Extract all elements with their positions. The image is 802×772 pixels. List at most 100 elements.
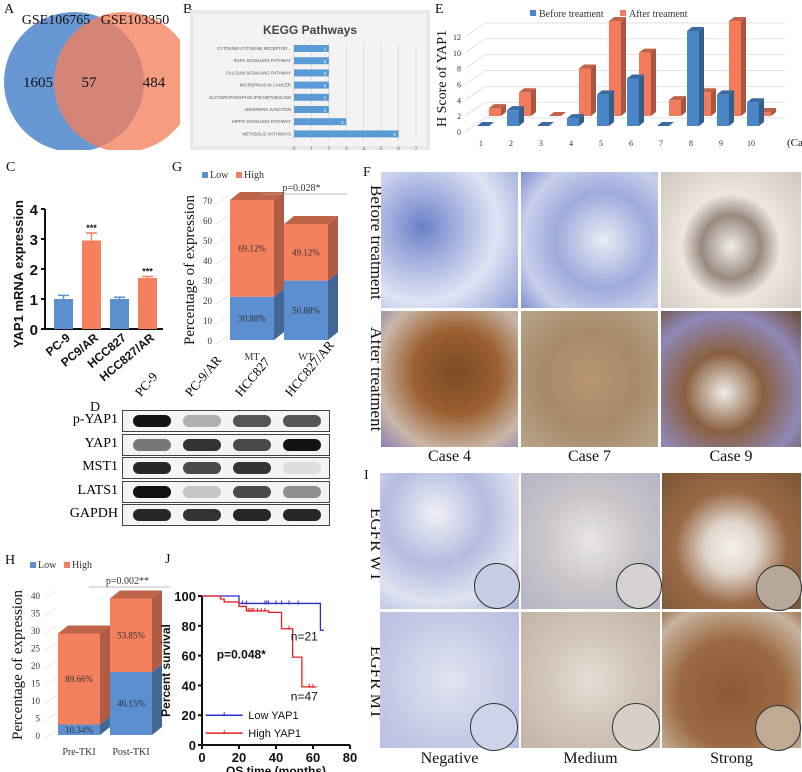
svg-text:CALCIUM SIGNALING PATHWAY: CALCIUM SIGNALING PATHWAY xyxy=(226,70,291,75)
svg-text:(Case): (Case) xyxy=(787,137,802,149)
svg-text:0: 0 xyxy=(293,147,296,150)
svg-text:20: 20 xyxy=(31,661,41,671)
svg-text:10: 10 xyxy=(31,696,41,706)
svg-text:46.15%: 46.15% xyxy=(117,699,145,709)
svg-text:80: 80 xyxy=(182,619,196,634)
svg-text:2: 2 xyxy=(324,71,327,76)
svg-text:MT: MT xyxy=(245,352,260,360)
blot-strip xyxy=(122,433,330,456)
svg-text:40: 40 xyxy=(203,256,213,266)
panel-label-h: H xyxy=(5,553,16,568)
svg-text:Post-TKI: Post-TKI xyxy=(112,747,149,758)
western-blot: PC-9 PC-9/AR HCC827 HCC827/AR p-YAP1 YAP1 MST1… xyxy=(60,338,337,537)
svg-text:89.66%: 89.66% xyxy=(65,674,93,684)
svg-text:4: 4 xyxy=(362,147,365,150)
svg-text:***: *** xyxy=(142,267,153,277)
panel-label-d: D xyxy=(90,400,101,415)
svg-text:WT: WT xyxy=(298,352,314,360)
svg-text:Before treament: Before treament xyxy=(539,9,604,20)
col-label-medium: Medium xyxy=(563,750,618,767)
svg-text:n=47: n=47 xyxy=(291,689,318,703)
svg-text:GLYCEROPHOSPHOLIPID METABOLISM: GLYCEROPHOSPHOLIPID METABOLISM xyxy=(209,95,291,100)
mt-wt-stacked-chart: Low High 0 10 20 30 40 50 60 70 Percentage of expr… xyxy=(182,170,347,360)
svg-text:80: 80 xyxy=(343,750,357,765)
svg-text:50.88%: 50.88% xyxy=(292,305,320,315)
svg-text:p=0.028*: p=0.028* xyxy=(282,183,320,194)
svg-text:ADHERENS JUNCTION: ADHERENS JUNCTION xyxy=(244,107,291,112)
svg-text:100: 100 xyxy=(174,589,196,604)
blot-strip xyxy=(122,504,330,526)
svg-text:6: 6 xyxy=(393,132,396,137)
inset-circle xyxy=(755,705,801,751)
tki-stacked-chart: Low High 0 5 10 15 20 25 30 35 40 Percentage of exp… xyxy=(10,560,170,758)
svg-text:3: 3 xyxy=(30,232,38,249)
svg-text:6: 6 xyxy=(397,147,400,150)
svg-text:MICRORNAS IN CANCER: MICRORNAS IN CANCER xyxy=(240,83,291,88)
svg-text:4: 4 xyxy=(457,96,461,105)
svg-text:8: 8 xyxy=(457,65,461,74)
svg-text:1: 1 xyxy=(479,139,483,148)
svg-text:4: 4 xyxy=(30,202,39,219)
inset-circle xyxy=(612,703,660,751)
svg-text:0: 0 xyxy=(30,322,38,339)
svg-text:OS time (months): OS time (months) xyxy=(226,764,326,772)
svg-text:Pre-TKI: Pre-TKI xyxy=(62,747,95,758)
svg-text:3: 3 xyxy=(539,139,543,148)
svg-text:2: 2 xyxy=(324,59,327,64)
blot-row-label: MST1 xyxy=(82,459,118,474)
venn-overlap-count: 57 xyxy=(82,75,98,91)
svg-text:40: 40 xyxy=(31,591,41,601)
ihc-after-case9 xyxy=(661,311,801,447)
svg-text:20: 20 xyxy=(203,296,213,306)
svg-text:30: 30 xyxy=(31,626,41,636)
ihc-before-case9 xyxy=(661,172,801,308)
panel-label-j: J xyxy=(165,552,171,567)
svg-text:YAP1 mRNA expression: YAP1 mRNA expression xyxy=(11,200,26,348)
blot-row-label: YAP1 xyxy=(84,435,118,451)
svg-text:20: 20 xyxy=(232,750,246,765)
blot-strip xyxy=(122,480,330,503)
svg-text:Low: Low xyxy=(38,560,57,571)
venn-diagram: GSE106765 GSE103350 1605 57 484 xyxy=(4,12,180,150)
panel-label-g: G xyxy=(172,160,183,175)
svg-text:METABOLIC PATHWAYS: METABOLIC PATHWAYS xyxy=(242,131,291,136)
col-label-case7: Case 7 xyxy=(567,448,612,465)
svg-text:2: 2 xyxy=(324,108,327,113)
svg-text:CYTOKINE-CYTOKINE RECEPTOR...: CYTOKINE-CYTOKINE RECEPTOR... xyxy=(217,46,291,51)
svg-text:Percentage of expression: Percentage of expression xyxy=(10,590,26,740)
col-label-case9: Case 9 xyxy=(709,448,753,465)
svg-text:1: 1 xyxy=(30,292,38,309)
svg-text:0: 0 xyxy=(189,738,196,753)
venn-set1-label: GSE106765 xyxy=(22,13,90,28)
hscore-3d-bar-chart: Before treament After treament024681012H … xyxy=(435,9,802,149)
blot-lane-label: PC-9 xyxy=(131,369,161,400)
svg-text:H Score of YAP1: H Score of YAP1 xyxy=(435,30,450,127)
svg-text:High: High xyxy=(244,170,264,181)
svg-text:0: 0 xyxy=(208,336,213,346)
panel-label-c: C xyxy=(6,160,16,175)
svg-text:p=0.048*: p=0.048* xyxy=(217,648,266,662)
svg-text:8: 8 xyxy=(689,139,693,148)
svg-text:n=21: n=21 xyxy=(291,630,318,644)
svg-text:70: 70 xyxy=(203,196,213,206)
svg-text:5: 5 xyxy=(380,147,383,150)
svg-text:10.34%: 10.34% xyxy=(65,725,93,735)
svg-text:60: 60 xyxy=(306,750,320,765)
panel-label-f: F xyxy=(363,165,371,180)
svg-text:10: 10 xyxy=(203,316,213,326)
svg-text:3: 3 xyxy=(345,147,348,150)
svg-text:15: 15 xyxy=(31,679,41,689)
svg-text:2: 2 xyxy=(324,83,327,88)
svg-text:7: 7 xyxy=(659,139,663,148)
svg-text:6: 6 xyxy=(457,81,461,90)
svg-text:HIPPO SIGNALING PATHWAY: HIPPO SIGNALING PATHWAY xyxy=(232,119,291,124)
kegg-bar-chart: KEGG Pathways 0 1 2 3 4 5 6 7 CYTOKINE-CYTOKINE R… xyxy=(190,10,430,150)
blot-lane-label: HCC827 xyxy=(231,354,273,400)
svg-text:Low YAP1: Low YAP1 xyxy=(248,710,298,722)
svg-text:7: 7 xyxy=(415,147,418,150)
panel-label-b: B xyxy=(183,2,193,17)
svg-text:KEGG Pathways: KEGG Pathways xyxy=(263,23,357,37)
blot-row-label: GAPDH xyxy=(69,506,118,521)
venn-only2-count: 484 xyxy=(143,75,166,91)
